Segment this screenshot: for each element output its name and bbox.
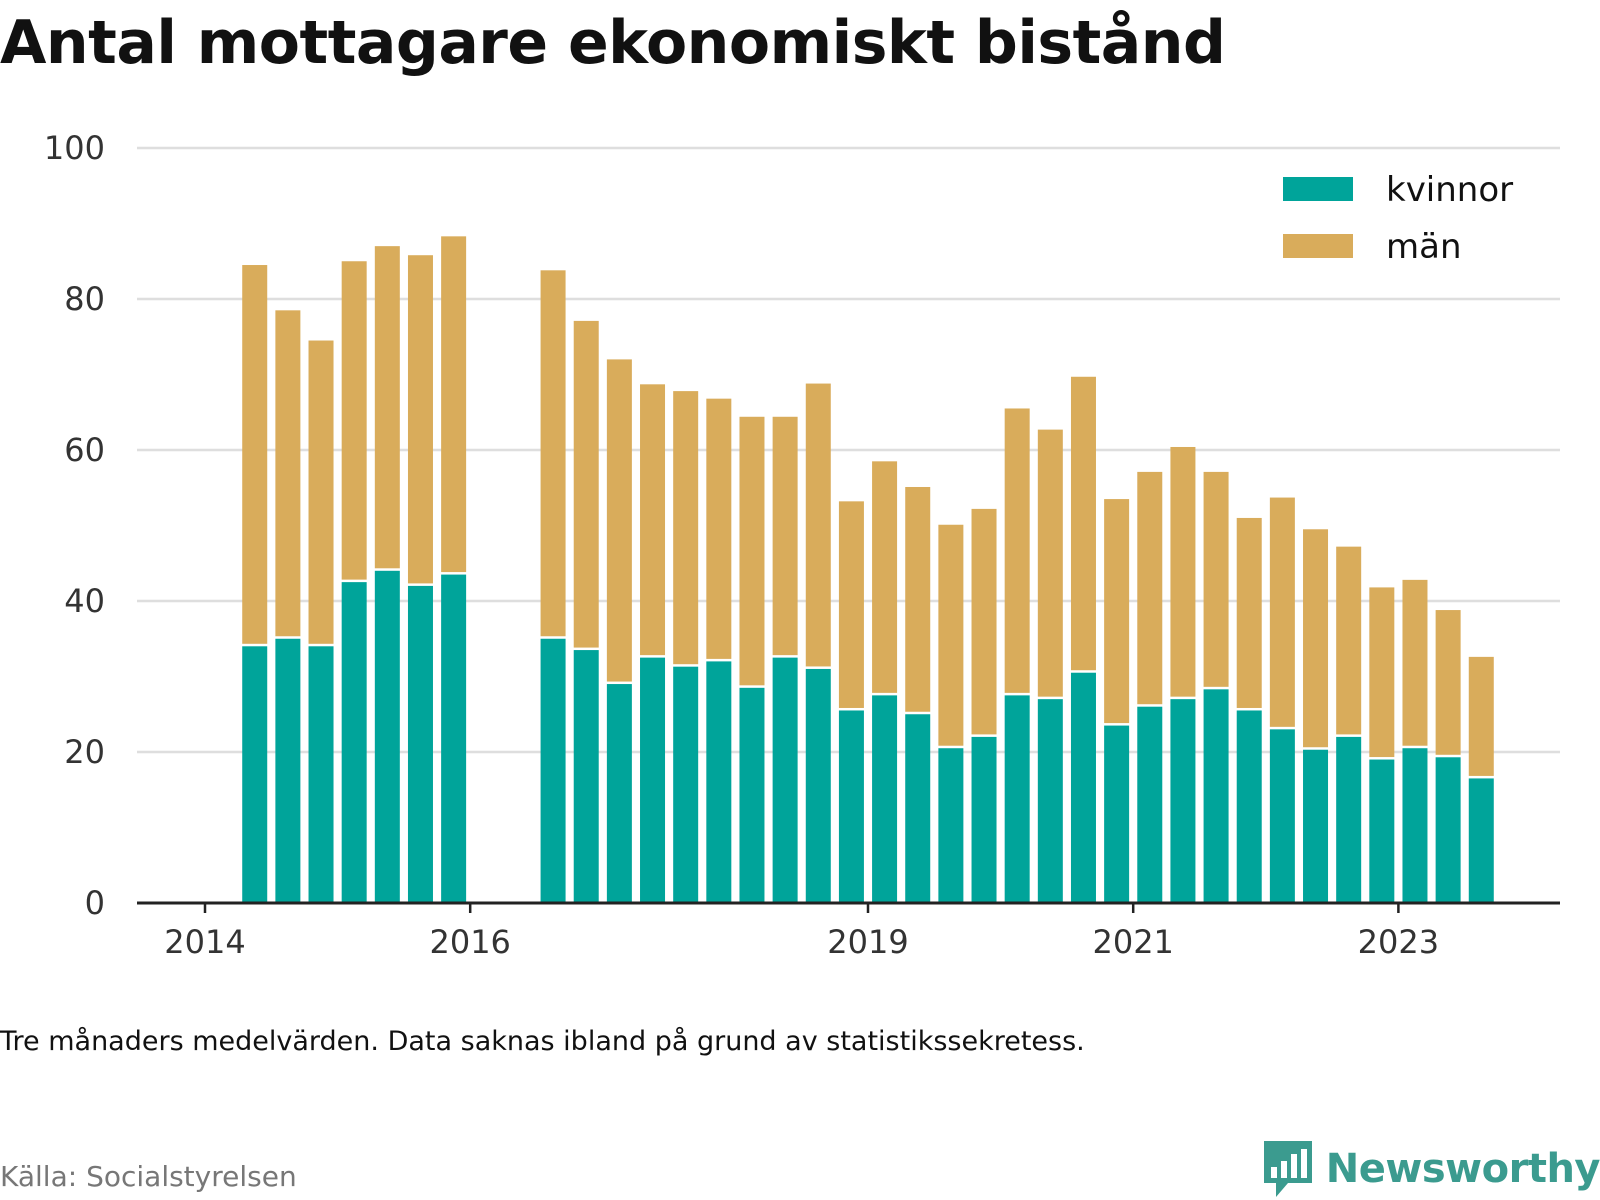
x-tick-label: 2019	[827, 923, 908, 961]
bar-man	[905, 486, 931, 712]
bar-kvinnor	[673, 666, 699, 903]
bar-man	[872, 461, 898, 693]
bar-kvinnor	[1037, 699, 1063, 903]
bar-kvinnor	[374, 570, 400, 903]
bar-kvinnor	[838, 710, 864, 903]
bar-man	[308, 340, 334, 644]
bar-kvinnor	[772, 657, 798, 903]
legend-label-kvinnor: kvinnor	[1386, 170, 1513, 210]
bar-kvinnor	[872, 695, 898, 903]
y-tick-label: 40	[64, 582, 105, 620]
bar-man	[838, 501, 864, 708]
bar-man	[706, 398, 732, 659]
bar-kvinnor	[1203, 689, 1229, 903]
bar-kvinnor	[1468, 778, 1494, 903]
x-tick-label: 2016	[429, 923, 510, 961]
bar-man	[1104, 499, 1130, 724]
x-tick-label: 2023	[1358, 923, 1439, 961]
bar-kvinnor	[1004, 695, 1030, 903]
legend: kvinnor män	[1283, 170, 1513, 267]
bar-man	[1435, 610, 1461, 755]
bar-kvinnor	[308, 646, 334, 903]
bar-man	[242, 265, 268, 644]
bar-man	[1402, 579, 1428, 746]
y-tick-label: 100	[44, 129, 105, 167]
bar-man	[640, 384, 666, 656]
bar-kvinnor	[805, 668, 831, 903]
bar-man	[673, 391, 699, 665]
bar-kvinnor	[706, 661, 732, 903]
bar-kvinnor	[275, 638, 301, 903]
legend-label-man: män	[1386, 227, 1462, 267]
bar-man	[1269, 497, 1295, 727]
bar-kvinnor	[640, 657, 666, 903]
bar-kvinnor	[938, 748, 964, 903]
bar-man	[739, 416, 765, 686]
legend-swatch-kvinnor	[1283, 177, 1353, 201]
bar-man	[938, 524, 964, 746]
bar-kvinnor	[540, 638, 566, 903]
y-tick-label: 0	[85, 884, 105, 922]
bar-kvinnor	[573, 650, 599, 903]
bar-man	[772, 416, 798, 656]
stacked-bar-chart: 0 20 40 60 80 100 2014 2016 2019 2021 2023 kvinno…	[44, 129, 1560, 961]
bar-man	[1203, 471, 1229, 687]
bar-man	[341, 261, 367, 580]
bars	[242, 236, 1494, 903]
bar-kvinnor	[1170, 699, 1196, 903]
bar-man	[407, 255, 433, 584]
legend-swatch-man	[1283, 234, 1353, 258]
bar-kvinnor	[1369, 759, 1395, 903]
bar-kvinnor	[341, 582, 367, 903]
y-tick-label: 60	[64, 431, 105, 469]
bar-kvinnor	[971, 736, 997, 903]
bar-man	[1137, 471, 1163, 705]
bar-man	[1369, 587, 1395, 758]
x-tick-label: 2021	[1092, 923, 1173, 961]
x-tick-label: 2014	[164, 923, 245, 961]
chart-note: Tre månaders medelvärden. Data saknas ib…	[0, 1026, 1085, 1057]
bar-man	[805, 383, 831, 667]
bar-kvinnor	[1070, 672, 1096, 903]
y-tick-label: 80	[64, 280, 105, 318]
bar-man	[1336, 546, 1362, 735]
y-tick-label: 20	[64, 733, 105, 771]
x-axis: 2014 2016 2019 2021 2023	[137, 901, 1560, 961]
bar-kvinnor	[1402, 748, 1428, 903]
y-axis-ticks: 0 20 40 60 80 100	[44, 129, 105, 922]
bar-man	[573, 320, 599, 648]
bar-man	[1170, 446, 1196, 697]
bar-man	[374, 246, 400, 569]
bar-kvinnor	[606, 684, 632, 903]
bar-kvinnor	[242, 646, 268, 903]
bar-kvinnor	[1303, 749, 1329, 903]
bar-kvinnor	[1336, 736, 1362, 903]
bar-kvinnor	[739, 687, 765, 903]
bar-man	[1303, 529, 1329, 748]
bar-kvinnor	[441, 574, 467, 903]
bar-kvinnor	[1269, 729, 1295, 903]
bar-man	[1070, 376, 1096, 671]
brand-logo: Newsworthy	[1262, 1138, 1600, 1200]
bar-man	[606, 359, 632, 682]
brand-name: Newsworthy	[1325, 1146, 1600, 1192]
bar-man	[1004, 408, 1030, 693]
bar-kvinnor	[407, 585, 433, 903]
newsworthy-icon	[1263, 1141, 1312, 1197]
bar-man	[275, 310, 301, 637]
source-credit: Källa: Socialstyrelsen	[0, 1160, 297, 1193]
chart-title: Antal mottagare ekonomiskt bistånd	[0, 8, 1226, 78]
bar-man	[540, 270, 566, 637]
bar-man	[1468, 656, 1494, 776]
bar-kvinnor	[1137, 706, 1163, 903]
bar-man	[441, 236, 467, 573]
bar-man	[1037, 429, 1063, 697]
bar-kvinnor	[905, 714, 931, 903]
bar-kvinnor	[1104, 725, 1130, 903]
bar-man	[1236, 517, 1262, 708]
bar-kvinnor	[1236, 710, 1262, 903]
bar-man	[971, 508, 997, 735]
bar-kvinnor	[1435, 757, 1461, 903]
